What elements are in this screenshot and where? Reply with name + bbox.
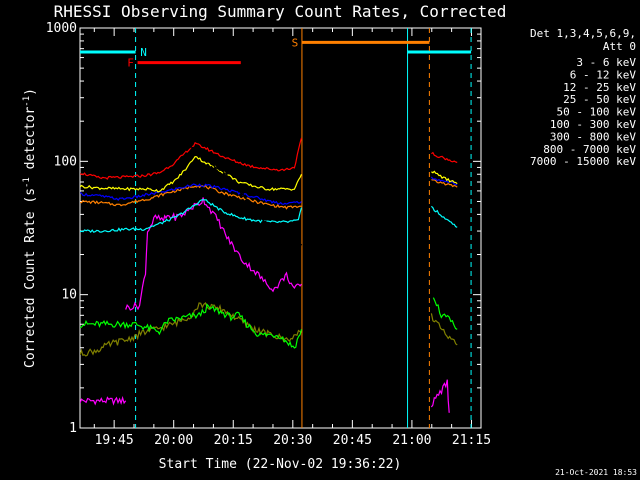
series-line [430,205,458,228]
annotation-label: S [292,36,299,49]
annotation-label: F [127,57,134,70]
series-line [80,155,303,193]
series-group [80,155,458,193]
x-tick-label: 20:30 [273,433,312,448]
series-group [80,197,450,413]
series-line [140,145,303,258]
x-tick-label: 20:15 [214,433,253,448]
series-group [80,179,458,210]
y-axis-label-end: ) [23,88,38,96]
series-line [80,395,127,406]
x-tick-label: 20:00 [154,433,193,448]
y-tick-label: 1000 [46,21,77,36]
series-line [430,176,458,186]
y-tick-label: 10 [61,288,77,303]
x-axis-label: Start Time (22-Nov-02 19:36:22) [159,457,402,472]
series-line [80,183,302,205]
y-tick-label: 100 [54,154,77,169]
legend-entry-label: 7000 - 15000 keV [530,155,636,168]
legend-entry-label: 12 - 25 keV [563,81,636,94]
y-axis-label-sup1: -1 [22,177,32,188]
x-tick-label: 20:45 [333,433,372,448]
legend-entry-label: 800 - 7000 keV [543,143,636,156]
series-group [140,145,303,258]
x-tick-label: 19:45 [95,433,134,448]
series-line [80,302,302,357]
series-line [431,170,458,185]
series-group [80,297,458,349]
y-axis-label: Corrected Count Rate (s-1 detector-1) [22,88,38,368]
x-tick-label: 21:00 [392,433,431,448]
series-line [125,197,302,311]
legend-entry-label: 300 - 800 keV [550,130,636,143]
series-line [430,313,458,346]
series-line [80,303,303,349]
legend-entry-label: 100 - 300 keV [550,118,636,131]
legend-header-line1: Det 1,3,4,5,6,9, [530,27,636,40]
plot-area: 1 10 100 1000 19:45 20:00 20:15 20:30 20:45 21:00… [46,21,491,448]
x-tick-label: 21:15 [452,433,491,448]
legend-entry-label: 25 - 50 keV [563,93,636,106]
annotation-label: N [140,46,147,59]
y-axis-label-sup2: -1 [22,96,32,107]
series-line [430,379,450,413]
series-line [431,179,458,188]
legend-header-line2: Att 0 [603,40,636,53]
legend-entry-label: 50 - 100 keV [557,106,637,119]
y-axis-label-mid: detector [23,107,38,178]
series-group [80,176,458,205]
series-line [80,184,302,210]
plot-frame [79,27,482,429]
legend-entry-label: 6 - 12 keV [570,68,637,81]
timestamp: 21-Oct-2021 18:53 [555,468,637,477]
series-line [432,297,458,330]
series-line [431,151,458,164]
chart-title: RHESSI Observing Summary Count Rates, Co… [54,2,507,21]
y-tick-label: 1 [69,421,77,436]
series-group [80,302,458,357]
legend-entry-label: 3 - 6 keV [576,56,636,69]
y-axis-label-main: Corrected Count Rate (s [23,188,38,368]
